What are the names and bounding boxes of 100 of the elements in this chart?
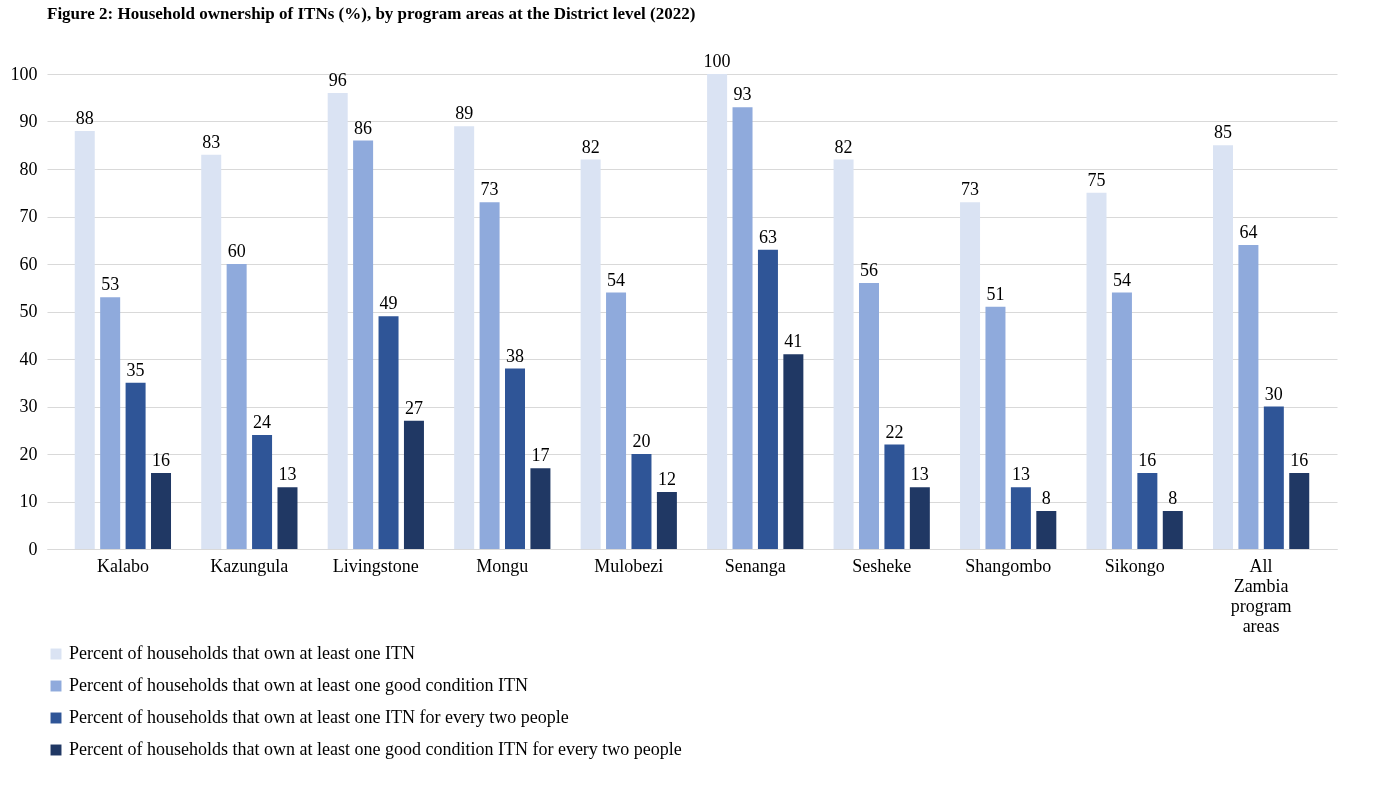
bar <box>378 316 399 549</box>
x-tick-label: Sikongo <box>1104 555 1165 576</box>
bar <box>757 249 778 549</box>
data-label: 82 <box>581 136 600 157</box>
data-label: 13 <box>910 464 929 485</box>
data-label: 54 <box>607 269 626 290</box>
data-label: 63 <box>758 226 777 247</box>
data-label: 82 <box>834 136 853 157</box>
bar <box>985 306 1006 549</box>
x-tick-label: All Zambia program areas <box>1230 555 1292 636</box>
bar <box>606 292 627 549</box>
y-tick-label: 70 <box>19 206 38 226</box>
data-label: 51 <box>986 283 1005 304</box>
data-label: 38 <box>506 345 524 366</box>
bar <box>1111 292 1132 549</box>
y-tick-label: 0 <box>28 538 38 559</box>
x-tick-label: Kazungula <box>210 555 289 576</box>
data-label: 88 <box>75 108 94 128</box>
bar <box>277 487 298 549</box>
data-label: 86 <box>354 117 373 138</box>
data-label: 56 <box>860 260 878 280</box>
x-tick-label: Livingstone <box>332 555 419 576</box>
legend-label: Percent of households that own at least one ITN for every two people <box>69 707 569 727</box>
bar <box>783 354 804 549</box>
y-tick-label: 80 <box>19 158 38 179</box>
bar <box>201 154 222 549</box>
y-tick-label: 30 <box>19 396 38 416</box>
bar <box>100 297 121 549</box>
bar <box>859 283 879 549</box>
bar <box>454 126 475 549</box>
bar <box>1289 473 1310 549</box>
bar <box>479 202 500 549</box>
bar <box>833 159 854 549</box>
x-tick-label: Sesheke <box>852 555 912 576</box>
y-tick-label: 10 <box>19 491 38 511</box>
bar <box>226 264 247 549</box>
data-label: 60 <box>227 241 246 261</box>
bar <box>327 93 348 549</box>
data-label: 54 <box>1112 269 1131 290</box>
data-label: 13 <box>1011 464 1030 485</box>
bar <box>1212 145 1233 549</box>
data-label: 13 <box>278 464 297 485</box>
legend-label: Percent of households that own at least one ITN <box>69 643 415 663</box>
legend-label: Percent of households that own at least one good condition ITN <box>69 675 528 695</box>
data-label: 96 <box>328 70 347 90</box>
bar <box>1086 192 1107 549</box>
data-label: 8 <box>1041 488 1051 508</box>
data-label: 53 <box>101 274 120 295</box>
data-label: 27 <box>404 397 423 418</box>
bar <box>909 487 930 549</box>
y-tick-label: 50 <box>19 301 38 321</box>
data-label: 22 <box>885 421 904 442</box>
data-label: 24 <box>253 412 272 432</box>
bar <box>530 468 551 549</box>
bar <box>505 368 525 549</box>
data-label: 73 <box>961 179 980 200</box>
data-label: 30 <box>1264 383 1283 404</box>
data-label: 75 <box>1087 169 1106 190</box>
bar <box>1010 487 1031 549</box>
data-label: 12 <box>657 469 676 489</box>
data-label: 89 <box>455 103 474 124</box>
x-tick-label: Mulobezi <box>594 555 664 576</box>
bar <box>1238 245 1259 549</box>
bar <box>1263 406 1284 549</box>
y-tick-label: 100 <box>10 63 38 84</box>
data-label: 49 <box>379 293 398 314</box>
bar <box>403 420 424 549</box>
x-tick-label: Senanga <box>724 555 786 576</box>
bar <box>1036 511 1057 549</box>
bar <box>125 382 146 549</box>
bar <box>884 444 905 549</box>
bar <box>151 473 172 549</box>
bar <box>353 140 374 549</box>
x-tick-label: Shangombo <box>965 555 1052 576</box>
data-label: 73 <box>480 179 499 200</box>
bar <box>732 107 753 549</box>
data-label: 83 <box>202 131 221 152</box>
data-label: 16 <box>152 450 171 470</box>
bar <box>74 131 95 549</box>
data-label: 64 <box>1239 222 1258 242</box>
data-label: 16 <box>1138 450 1157 470</box>
bar <box>631 454 652 549</box>
data-label: 20 <box>632 431 651 451</box>
data-label: 16 <box>1290 450 1309 470</box>
data-label: 93 <box>733 84 752 105</box>
x-tick-label: Kalabo <box>96 555 149 576</box>
bar <box>252 435 273 549</box>
bar <box>1162 511 1183 549</box>
y-tick-label: 20 <box>19 443 38 464</box>
legend-label: Percent of households that own at least one good condition ITN for every two people <box>69 739 682 759</box>
data-label: 8 <box>1168 488 1178 508</box>
bar <box>960 202 981 549</box>
bar <box>580 159 601 549</box>
data-label: 85 <box>1213 122 1232 143</box>
x-tick-label: Mongu <box>476 555 529 576</box>
chart-title: Figure 2: Household ownership of ITNs (%), by program areas at the District level (2022) <box>47 4 696 23</box>
bar <box>1137 473 1158 549</box>
data-label: 41 <box>784 331 803 352</box>
y-tick-label: 40 <box>19 348 38 369</box>
data-label: 35 <box>126 359 145 380</box>
